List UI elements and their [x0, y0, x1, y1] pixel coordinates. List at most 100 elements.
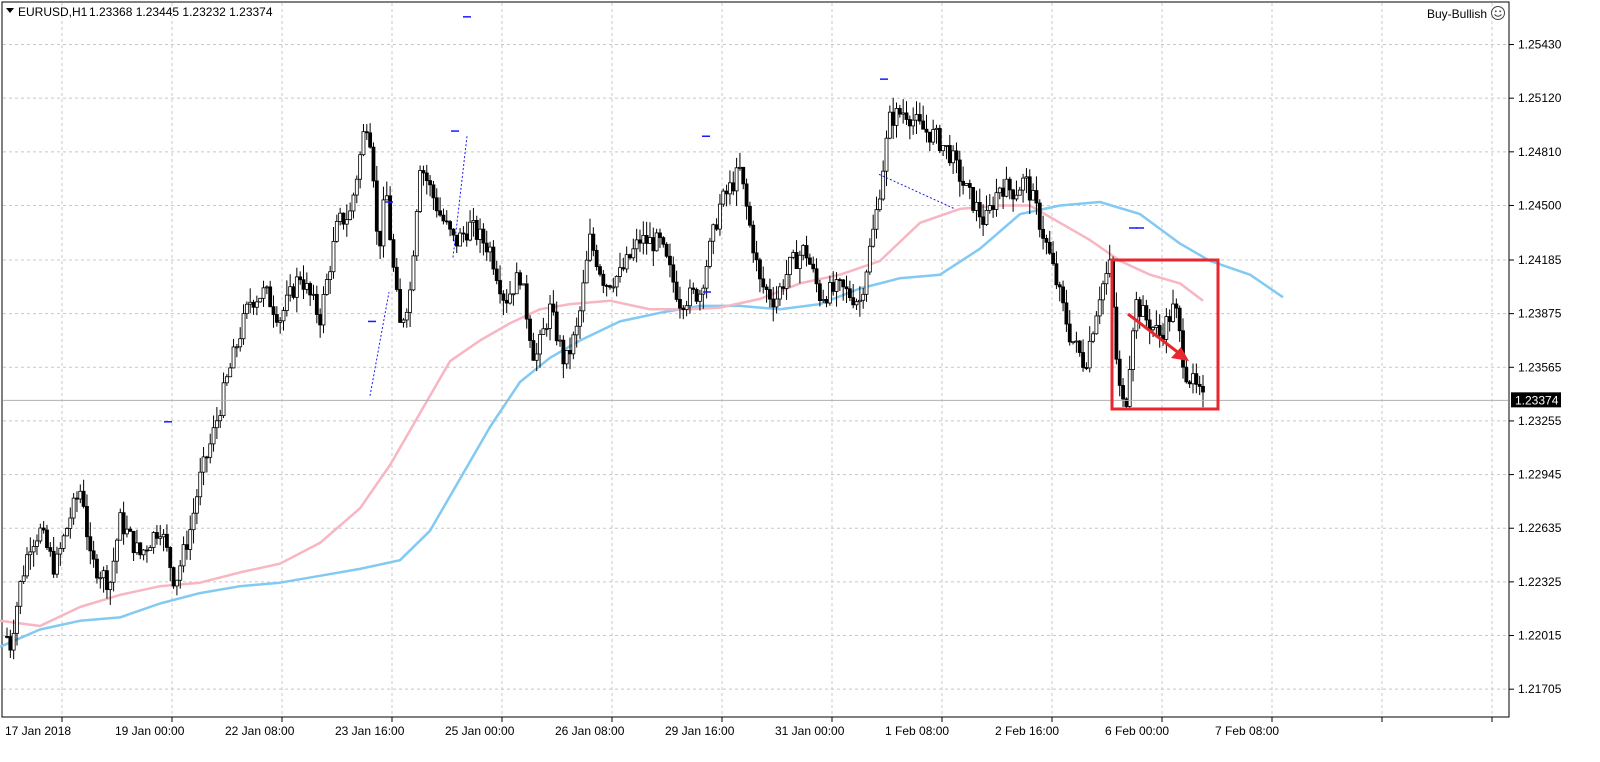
candle-body — [571, 334, 576, 355]
candle-body — [488, 246, 492, 253]
candle-body — [168, 547, 173, 568]
candle-body — [654, 232, 659, 252]
candle-body — [887, 111, 892, 139]
candle-body — [344, 219, 349, 225]
candle-body — [328, 271, 333, 281]
candle-body — [974, 201, 979, 211]
candle-body — [498, 280, 502, 295]
candle-body — [594, 249, 599, 268]
candle-body — [241, 313, 246, 340]
y-tick-label: 1.24185 — [1518, 253, 1562, 267]
candle-body — [1167, 316, 1172, 322]
candle-body — [801, 245, 806, 256]
candle-body — [398, 289, 403, 323]
price-axis[interactable]: 1.25430 1.25120 1.24810 1.24500 1.24185 1.238… — [1509, 38, 1562, 697]
candle-body — [431, 184, 436, 199]
candle-body — [161, 533, 166, 538]
candle-body — [298, 276, 303, 281]
candle-body — [38, 527, 43, 542]
annotation-arrow[interactable] — [1127, 312, 1189, 361]
signal-link — [369, 291, 390, 396]
candle-body — [461, 232, 466, 235]
candle-body — [98, 577, 103, 580]
candle-body — [158, 536, 163, 539]
candle-body — [784, 274, 789, 289]
candle-body — [48, 547, 53, 552]
annotation-box[interactable] — [1110, 258, 1220, 411]
ohlc-label: 1.23368 1.23445 1.23232 1.23374 — [89, 5, 273, 19]
candle-body — [704, 265, 709, 289]
candle-body — [891, 111, 896, 126]
signal-link — [452, 136, 468, 258]
current-price-tag: 1.23374 — [1511, 392, 1561, 408]
candle-body — [148, 547, 153, 551]
time-axis[interactable]: 17 Jan 2018 19 Jan 00:00 22 Jan 08:00 23 Ja… — [5, 717, 1493, 738]
candle-body — [511, 293, 516, 296]
ma-slow-line — [0, 200, 1284, 648]
candle-body — [827, 282, 832, 304]
candle-body — [115, 539, 119, 562]
candle-body — [451, 228, 456, 236]
candle-body — [894, 108, 899, 126]
candle-body — [91, 550, 96, 560]
candle-body — [464, 233, 469, 241]
candle-body — [28, 551, 33, 556]
candle-body — [128, 528, 133, 532]
x-tick-label: 2 Feb 16:00 — [995, 724, 1059, 738]
candle-body — [857, 299, 862, 303]
candle-body — [141, 549, 146, 556]
candle-body — [611, 286, 616, 289]
candle-body — [638, 239, 642, 244]
candle-body — [278, 320, 283, 323]
candle-body — [864, 271, 869, 295]
candle-body — [541, 328, 546, 335]
candle-body — [1041, 228, 1045, 239]
candle-body — [744, 183, 749, 207]
candle-body — [211, 427, 216, 445]
candle-body — [401, 319, 406, 323]
candle-body — [661, 237, 666, 245]
candle-body — [904, 112, 909, 120]
candle-body — [748, 205, 752, 226]
y-tick-label: 1.23565 — [1518, 360, 1562, 374]
collapse-triangle-icon[interactable] — [6, 8, 14, 13]
candle-body — [964, 183, 969, 186]
candle-body — [691, 287, 696, 290]
candle-body — [284, 294, 289, 311]
candle-body — [101, 570, 106, 579]
candle-body — [651, 237, 656, 252]
candle-body — [191, 512, 196, 531]
candle-body — [301, 279, 306, 290]
candle-body — [984, 209, 989, 225]
candle-body — [794, 252, 799, 269]
candle-body — [648, 237, 652, 244]
candle-body — [1077, 340, 1082, 353]
x-tick-label: 6 Feb 00:00 — [1105, 724, 1169, 738]
candle-body — [924, 128, 929, 133]
x-tick-label: 1 Feb 08:00 — [885, 724, 949, 738]
candle-body — [374, 180, 379, 232]
candle-body — [165, 533, 169, 548]
candle-body — [404, 311, 409, 321]
signal-markers — [164, 16, 1144, 423]
candle-body — [1184, 366, 1189, 383]
candle-body — [1057, 284, 1062, 288]
ma-slow-path — [0, 200, 1284, 648]
candle-body — [5, 635, 9, 638]
candle-body — [588, 233, 592, 261]
candle-body — [1067, 323, 1072, 343]
candle-body — [598, 266, 602, 275]
candle-body — [1134, 299, 1139, 332]
candle-body — [947, 145, 952, 164]
candle-body — [391, 239, 396, 268]
candle-body — [1131, 330, 1135, 370]
current-price-tag-bg — [1511, 392, 1561, 408]
candle-body — [981, 216, 986, 225]
candle-body — [618, 267, 622, 277]
candle-body — [841, 279, 846, 288]
candle-body — [701, 287, 706, 295]
candle-body — [428, 180, 432, 186]
candle-body — [321, 294, 326, 326]
